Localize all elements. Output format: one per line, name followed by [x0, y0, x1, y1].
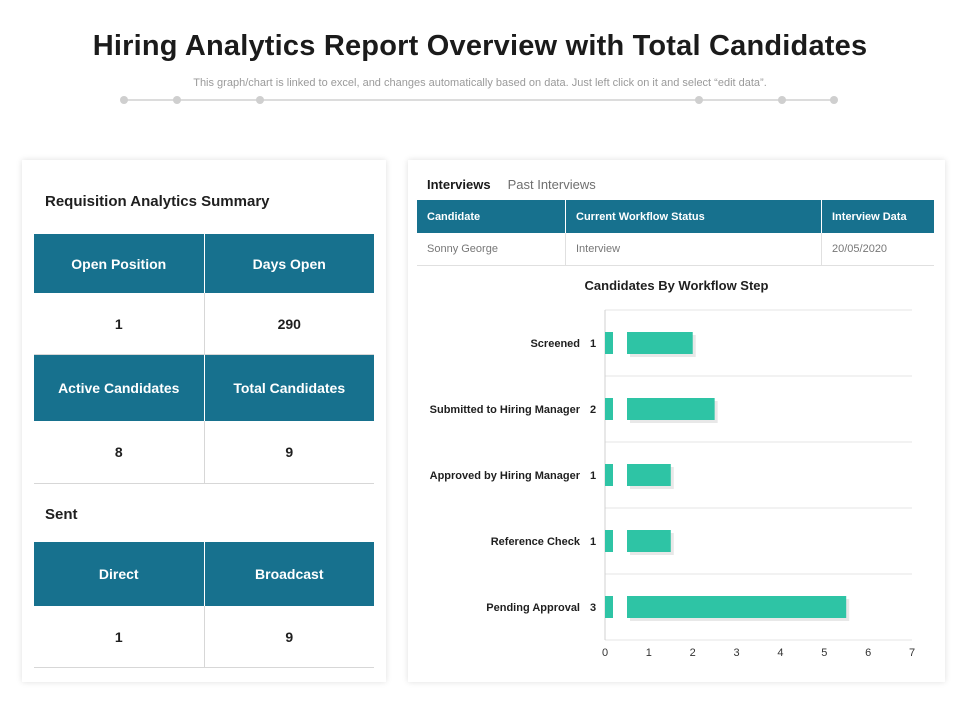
category-label: Pending Approval — [486, 602, 580, 614]
x-tick-label: 6 — [865, 647, 871, 659]
page-subtitle: This graph/chart is linked to excel, and… — [193, 77, 767, 89]
data-label: 1 — [590, 536, 596, 548]
bar — [627, 530, 671, 552]
bar — [627, 332, 693, 354]
data-label: 2 — [590, 404, 596, 416]
open-position-value: 1 — [34, 293, 205, 354]
column-header-interview-data: Interview Data — [832, 210, 907, 223]
timeline-dot — [695, 96, 703, 104]
category-label: Submitted to Hiring Manager — [430, 404, 581, 416]
x-tick-label: 4 — [777, 647, 783, 659]
decorative-timeline — [120, 96, 838, 104]
total-candidates-value: 9 — [285, 444, 294, 460]
x-tick-label: 2 — [690, 647, 696, 659]
tab-past-interviews[interactable]: Past Interviews — [507, 177, 596, 192]
x-tick-label: 3 — [734, 647, 740, 659]
active-candidates-label: Active Candidates — [34, 355, 205, 421]
timeline-dot — [830, 96, 838, 104]
interviews-card: Interviews Past Interviews Candidate Cur… — [408, 160, 945, 682]
sent-value-row: 1 9 — [34, 606, 374, 668]
data-label: 1 — [590, 338, 596, 350]
summary-value-row: 1 290 — [34, 293, 374, 355]
bar — [627, 464, 671, 486]
sent-header-row: Direct Broadcast — [34, 542, 374, 606]
candidates-value-row: 8 9 — [34, 421, 374, 484]
summary-header-row: Open Position Days Open — [34, 234, 374, 293]
days-open-label: Days Open — [252, 255, 326, 272]
open-position-label: Open Position — [34, 234, 205, 293]
summary-table: Open Position Days Open 1 290 Active Can… — [34, 234, 374, 484]
timeline-dot — [778, 96, 786, 104]
bar-marker — [605, 530, 613, 552]
workflow-bar-chart: Screened 1 Submitted to Hiring Manager 2 App… — [430, 309, 915, 659]
bar-marker — [605, 332, 613, 354]
days-open-value: 290 — [277, 315, 301, 332]
interviews-table: Candidate Current Workflow Status Interv… — [417, 200, 934, 266]
category-label: Approved by Hiring Manager — [430, 470, 581, 482]
broadcast-label: Broadcast — [255, 566, 324, 582]
column-header-candidate: Candidate — [417, 200, 566, 233]
sent-table: Direct Broadcast 1 9 — [34, 542, 374, 668]
bar — [627, 596, 847, 618]
x-tick-label: 5 — [821, 647, 827, 659]
interviews-table-header: Candidate Current Workflow Status Interv… — [417, 200, 934, 233]
active-candidates-value: 8 — [34, 421, 205, 483]
category-label: Screened — [530, 338, 580, 350]
x-tick-label: 7 — [909, 647, 915, 659]
broadcast-value: 9 — [285, 628, 294, 645]
category-label: Reference Check — [491, 536, 581, 548]
table-row: Sonny George Interview 20/05/2020 — [417, 233, 934, 266]
bar-marker — [605, 398, 613, 420]
chart-title: Candidates By Workflow Step — [584, 278, 769, 293]
data-label: 1 — [590, 470, 596, 482]
direct-label: Direct — [34, 542, 205, 606]
tab-interviews[interactable]: Interviews — [427, 177, 491, 192]
cell-candidate: Sonny George — [417, 233, 566, 265]
total-candidates-label: Total Candidates — [233, 380, 346, 396]
column-header-workflow-status: Current Workflow Status — [566, 200, 822, 233]
bar-marker — [605, 464, 613, 486]
interview-tabs: Interviews Past Interviews — [427, 177, 596, 192]
data-label: 3 — [590, 602, 596, 614]
direct-value: 1 — [34, 606, 205, 667]
requisition-summary-card: Requisition Analytics Summary Open Posit… — [22, 160, 386, 682]
timeline-dot — [256, 96, 264, 104]
summary-title: Requisition Analytics Summary — [45, 193, 270, 210]
timeline-dot — [173, 96, 181, 104]
cell-workflow-status: Interview — [566, 233, 822, 265]
x-tick-label: 1 — [646, 647, 652, 659]
bar-marker — [605, 596, 613, 618]
candidates-header-row: Active Candidates Total Candidates — [34, 355, 374, 421]
cell-interview-date: 20/05/2020 — [832, 243, 888, 255]
page-title: Hiring Analytics Report Overview with To… — [92, 30, 868, 62]
x-tick-label: 0 — [602, 647, 608, 659]
sent-title: Sent — [45, 506, 78, 523]
timeline-dot — [120, 96, 128, 104]
bar — [627, 398, 715, 420]
